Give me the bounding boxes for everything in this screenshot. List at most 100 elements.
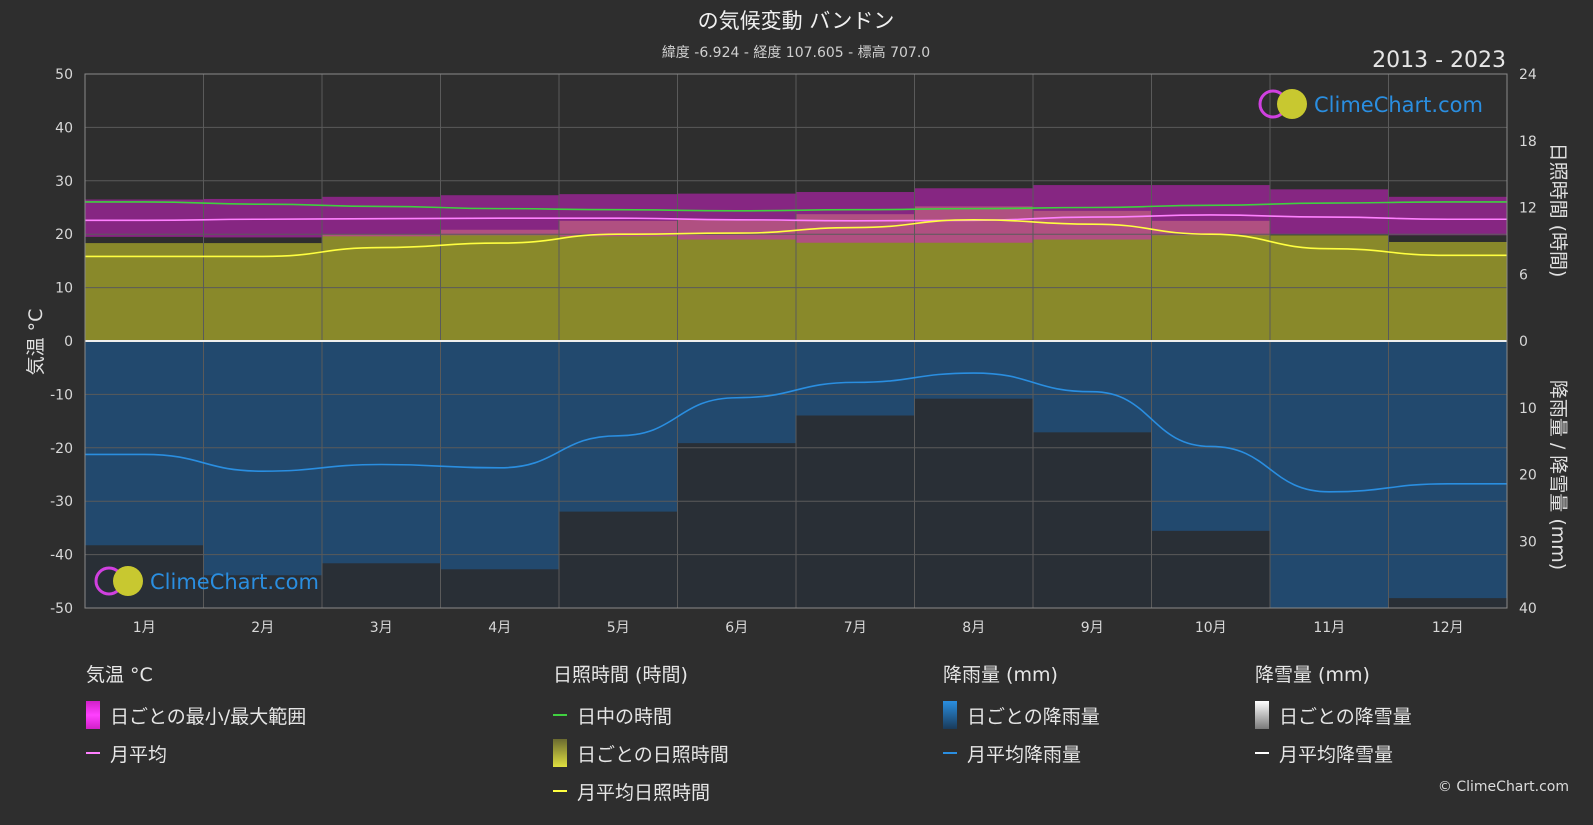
- axes: 50 40 30 20 10 0 -10 -20 -30 -40 -50 24 18 12 6 0 10 20 30…: [50, 67, 1537, 636]
- left-tick-label: -50: [50, 601, 73, 617]
- sunshine-mean-swatch: [553, 790, 567, 792]
- logo-sun-icon: [113, 566, 143, 596]
- rain-band: [914, 341, 1034, 399]
- temp-range-band: [322, 196, 441, 237]
- right-bottom-tick-label: 20: [1519, 468, 1537, 484]
- left-tick-label: 40: [55, 120, 73, 136]
- month-tick-label: 11月: [1313, 620, 1345, 636]
- chart-title: の気候変動 バンドン: [698, 9, 895, 33]
- legend-title-rain: 降雨量 (mm): [943, 664, 1058, 686]
- right-bottom-tick-label: 10: [1519, 401, 1537, 417]
- legend-temperature: 気温 °C 日ごとの最小/最大範囲 月平均: [86, 660, 306, 772]
- rain-band: [1388, 341, 1508, 599]
- legend-rain: 降雨量 (mm) 日ごとの降雨量 月平均降雨量: [943, 660, 1100, 772]
- temp-mean-swatch: [86, 752, 100, 754]
- legend-title-temperature: 気温 °C: [86, 664, 153, 686]
- temp-range-band: [559, 194, 678, 237]
- year-range: 2013 - 2023: [1372, 48, 1506, 73]
- legend-title-snow: 降雪量 (mm): [1255, 664, 1370, 686]
- snow-mean-swatch: [1255, 752, 1269, 754]
- legend-item-sunshine-daily: 日ごとの日照時間: [553, 734, 729, 772]
- left-tick-label: -20: [50, 441, 73, 457]
- legend-label: 日ごとの降雨量: [967, 705, 1100, 728]
- logo-text: ClimeChart.com: [1314, 93, 1483, 117]
- legend-item-snow-mean: 月平均降雪量: [1255, 734, 1412, 772]
- legend-item-snow-daily: 日ごとの降雪量: [1255, 696, 1412, 734]
- sunshine-mean-line: [85, 218, 1507, 258]
- rain-mean-line: [85, 372, 1507, 493]
- sunshine-band: [440, 229, 560, 341]
- month-tick-label: 9月: [1081, 620, 1104, 636]
- left-tick-label: -40: [50, 548, 73, 564]
- copyright: © ClimeChart.com: [1437, 779, 1569, 795]
- sunshine-band: [1270, 235, 1389, 341]
- month-tick-label: 7月: [844, 620, 867, 636]
- rain-band: [559, 341, 678, 512]
- sunshine-band: [203, 243, 323, 341]
- legend-item-rain-daily: 日ごとの降雨量: [943, 696, 1100, 734]
- daylight-line: [85, 201, 1507, 212]
- legend: 気温 °C 日ごとの最小/最大範囲 月平均 日照時間 (時間) 日中の時間 日ご…: [0, 660, 1593, 810]
- left-axis-label: 気温 °C: [25, 309, 47, 376]
- right-top-tick-label: 24: [1519, 67, 1537, 83]
- logo-sun-icon: [1277, 89, 1307, 119]
- month-tick-label: 2月: [251, 620, 274, 636]
- legend-item-sunshine-mean: 月平均日照時間: [553, 772, 729, 810]
- rain-band: [1033, 341, 1152, 433]
- month-tick-label: 10月: [1195, 620, 1227, 636]
- right-axis-label-top: 日照時間 (時間): [1547, 143, 1569, 278]
- temp-range-band: [796, 192, 915, 243]
- logo-bottom: ClimeChart.com: [94, 566, 319, 596]
- rain-band: [1270, 341, 1389, 608]
- temp-range-band: [1388, 196, 1508, 236]
- right-top-tick-label: 6: [1519, 267, 1528, 283]
- legend-label: 月平均: [110, 743, 168, 766]
- right-axis-label-bottom: 降雨量 / 降雪量 (mm): [1547, 380, 1569, 570]
- logo-top: ClimeChart.com: [1258, 89, 1483, 119]
- legend-sunshine: 日照時間 (時間) 日中の時間 日ごとの日照時間 月平均日照時間: [553, 660, 729, 810]
- series-lines: [84, 201, 1507, 493]
- legend-snow: 降雪量 (mm) 日ごとの降雪量 月平均降雪量: [1255, 660, 1412, 772]
- left-tick-label: -10: [50, 387, 73, 403]
- right-bottom-tick-label: 40: [1519, 601, 1537, 617]
- right-bottom-tick-label: 30: [1519, 534, 1537, 550]
- left-tick-label: 50: [55, 67, 73, 83]
- legend-item-temp-mean: 月平均: [86, 734, 306, 772]
- sunshine-band: [677, 219, 797, 341]
- daylight-swatch: [553, 714, 567, 716]
- month-tick-label: 12月: [1432, 620, 1464, 636]
- temp-range-band: [1033, 185, 1152, 240]
- legend-item-rain-mean: 月平均降雨量: [943, 734, 1100, 772]
- month-tick-label: 6月: [725, 620, 748, 636]
- temp-range-band: [1270, 189, 1389, 235]
- legend-item-daylight: 日中の時間: [553, 696, 729, 734]
- month-tick-label: 1月: [133, 620, 156, 636]
- right-top-tick-label: 0: [1519, 334, 1528, 350]
- rain-daily-swatch: [943, 701, 957, 729]
- climate-chart: の気候変動 バンドン 緯度 -6.924 - 経度 107.605 - 標高 7…: [25, 9, 1569, 636]
- rain-band: [85, 341, 204, 546]
- legend-label: 月平均日照時間: [577, 781, 711, 804]
- rain-band: [440, 341, 560, 570]
- left-tick-label: 20: [55, 227, 73, 243]
- temp-range-swatch: [86, 701, 100, 729]
- rain-band: [677, 341, 797, 444]
- legend-label: 日中の時間: [577, 705, 673, 728]
- rain-band: [796, 341, 915, 416]
- left-tick-label: -30: [50, 494, 73, 510]
- sunshine-band: [559, 220, 678, 341]
- temp-mean-line: [85, 214, 1507, 222]
- right-top-tick-label: 12: [1519, 201, 1537, 217]
- month-tick-label: 4月: [488, 620, 511, 636]
- rain-band: [203, 341, 323, 576]
- legend-label: 月平均降雨量: [967, 743, 1082, 766]
- temp-range-band: [914, 188, 1034, 243]
- legend-label: 月平均降雪量: [1279, 743, 1394, 766]
- legend-label: 日ごとの最小/最大範囲: [110, 705, 307, 728]
- chart-subtitle: 緯度 -6.924 - 経度 107.605 - 標高 707.0: [662, 44, 930, 61]
- temp-range-band: [440, 195, 560, 236]
- logo-text: ClimeChart.com: [150, 570, 319, 594]
- snow-daily-swatch: [1255, 701, 1269, 729]
- temp-range-band: [1151, 185, 1271, 236]
- left-tick-label: 10: [55, 281, 73, 297]
